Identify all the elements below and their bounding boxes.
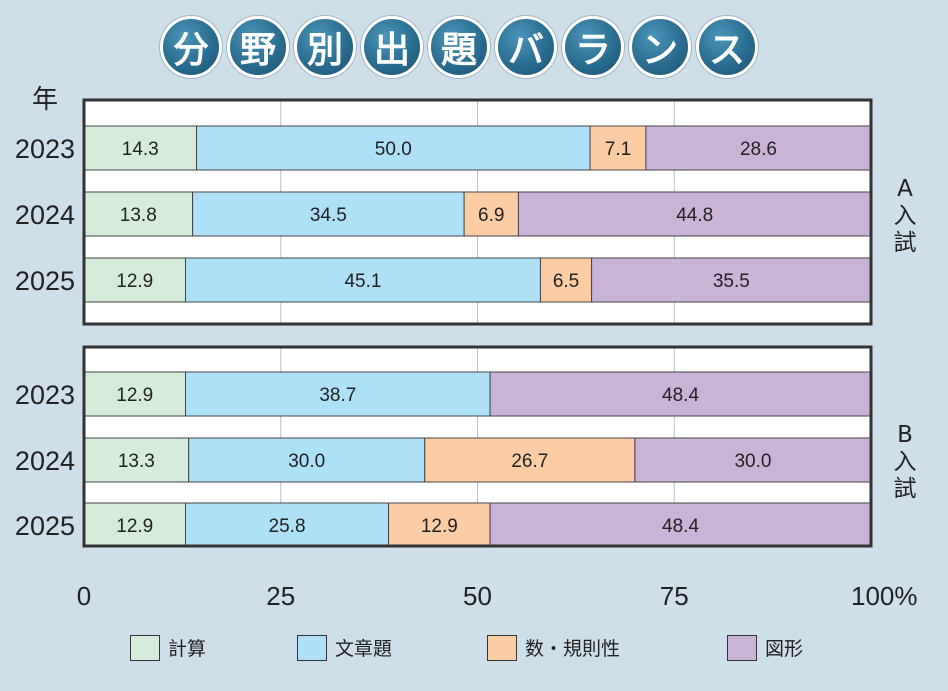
bar-segment (83, 257, 187, 303)
year-header: 年 (32, 85, 58, 115)
data-label: 48.4 (662, 385, 699, 406)
legend-swatch (297, 634, 327, 661)
bar-segment (489, 502, 872, 548)
chart-title: 分野別出題バランス (160, 16, 758, 78)
data-label: 6.9 (478, 205, 504, 226)
x-tick-label: 100% (851, 581, 918, 611)
x-tick-label: 0 (77, 581, 91, 611)
title-char: 題 (428, 16, 490, 78)
year-label: 2024 (15, 446, 75, 476)
year-label: 2023 (15, 134, 75, 164)
title-char: 出 (361, 16, 423, 78)
bar-segment (83, 191, 194, 237)
group-label: A (897, 176, 913, 202)
legend-item: 図形 (727, 634, 803, 661)
group-label: B (897, 422, 913, 448)
data-label: 25.8 (269, 516, 306, 537)
legend-label: 数・規則性 (525, 638, 621, 660)
legend-item: 数・規則性 (487, 634, 620, 661)
group-label: 入 (894, 449, 917, 475)
group-label: 試 (894, 230, 917, 256)
data-label: 45.1 (344, 271, 381, 292)
legend-swatch (487, 634, 517, 661)
title-char: ラ (562, 16, 624, 78)
legend-item: 計算 (130, 634, 206, 661)
data-label: 44.8 (676, 205, 713, 226)
bar-segment (185, 257, 541, 303)
bar-segment (634, 437, 872, 483)
legend-label: 計算 (168, 638, 207, 660)
title-char: ス (696, 16, 758, 78)
bar-segment (188, 437, 426, 483)
data-label: 7.1 (605, 139, 631, 160)
bar-segment (463, 191, 519, 237)
data-label: 13.8 (120, 205, 157, 226)
x-tick-label: 50 (463, 581, 492, 611)
data-label: 35.5 (713, 271, 750, 292)
title-char: 分 (160, 16, 222, 78)
data-label: 48.4 (662, 516, 699, 537)
data-label: 14.3 (122, 139, 159, 160)
legend: 計算 文章題 数・規則性 図形 (0, 634, 948, 668)
bar-segment (83, 125, 198, 171)
bar-segment (185, 502, 390, 548)
data-label: 30.0 (288, 451, 325, 472)
legend-swatch (727, 634, 757, 661)
data-label: 38.7 (319, 385, 356, 406)
bar-segment (192, 191, 465, 237)
data-label: 50.0 (375, 139, 412, 160)
legend-item: 文章題 (297, 634, 392, 661)
bar-segment (645, 125, 872, 171)
title-char: 別 (294, 16, 356, 78)
bar-segment (517, 191, 872, 237)
bar-segment (388, 502, 491, 548)
data-label: 12.9 (116, 516, 153, 537)
title-char: 野 (227, 16, 289, 78)
bar-segment (83, 371, 187, 417)
x-tick-label: 75 (660, 581, 689, 611)
bar-segment (185, 371, 491, 417)
data-label: 28.6 (740, 139, 777, 160)
year-label: 2025 (15, 266, 75, 296)
legend-label: 文章題 (335, 638, 393, 660)
data-label: 6.5 (553, 271, 579, 292)
data-label: 12.9 (116, 271, 153, 292)
panel-frame (82, 98, 873, 326)
title-char: ン (629, 16, 691, 78)
x-tick-label: 25 (266, 581, 295, 611)
year-label: 2023 (15, 380, 75, 410)
data-label: 30.0 (734, 451, 771, 472)
legend-label: 図形 (765, 638, 804, 660)
data-label: 12.9 (421, 516, 458, 537)
year-label: 2024 (15, 200, 75, 230)
group-label: 入 (894, 203, 917, 229)
group-label: 試 (894, 476, 917, 502)
bar-segment (196, 125, 591, 171)
bar-segment (539, 257, 593, 303)
title-char: バ (495, 16, 557, 78)
data-label: 12.9 (116, 385, 153, 406)
panel-frame (82, 345, 873, 548)
data-label: 13.3 (118, 451, 155, 472)
data-label: 26.7 (511, 451, 548, 472)
legend-swatch (130, 634, 160, 661)
data-label: 34.5 (310, 205, 347, 226)
year-label: 2025 (15, 511, 75, 541)
